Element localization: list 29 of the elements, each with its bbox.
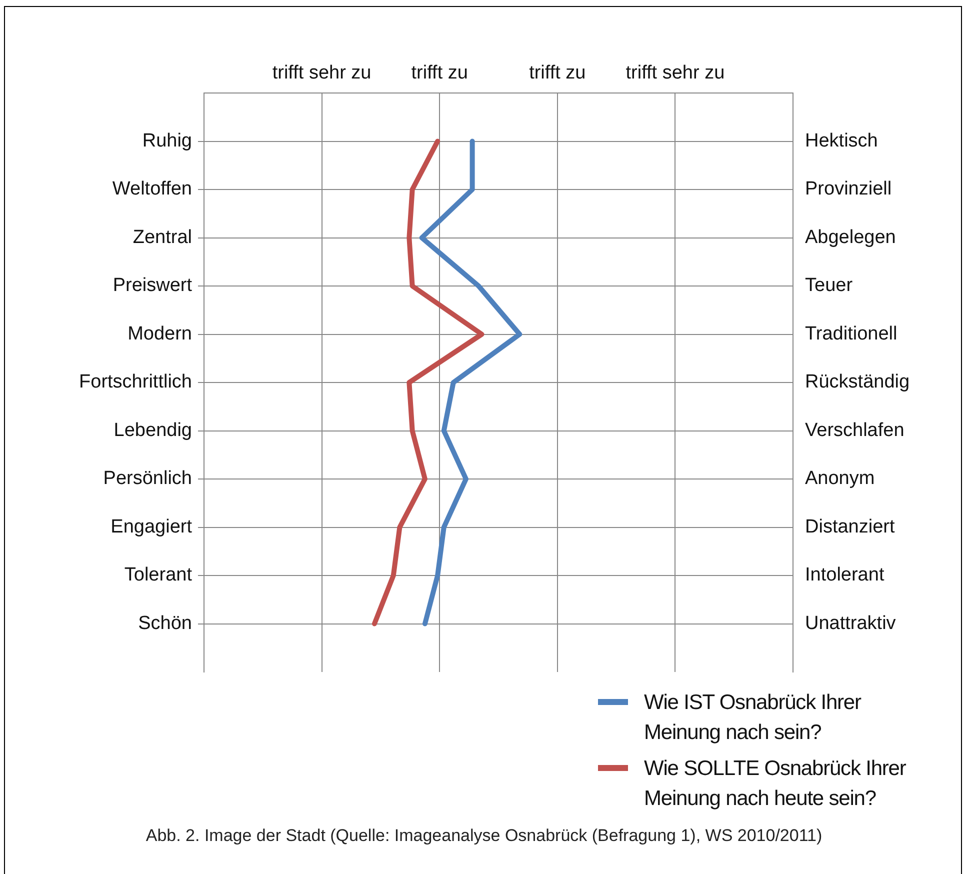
legend-label: Wie SOLLTE Osnabrück Ihrer Meinung nach heute sein? <box>644 756 907 812</box>
y-tick-label: Modern <box>128 323 192 344</box>
y-tick-label: Tolerant <box>124 564 193 586</box>
y-tick-label: Schön <box>138 612 192 634</box>
text: trifft sehr zu <box>272 62 372 84</box>
y2-tick-label: Unattraktiv <box>805 612 896 634</box>
y2-tick-label: Verschlafen <box>805 420 904 441</box>
legend-label: Wie IST Osnabrück Ihrer Meinung nach sein? <box>644 690 862 746</box>
text: trifft zu <box>529 62 586 84</box>
y2-tick-label: Intolerant <box>805 564 885 586</box>
y-tick-label: Persönlich <box>103 468 192 490</box>
y-tick-label: Zentral <box>132 226 192 248</box>
y-tick-label: Preiswert <box>112 275 193 296</box>
y2-tick-label: Abgelegen <box>805 226 896 248</box>
y2-tick-label: Provinziell <box>805 178 892 200</box>
y2-tick-label: Hektisch <box>805 130 878 152</box>
y2-tick-label: Rückständig <box>805 372 910 393</box>
text: trifft sehr zu <box>626 62 725 84</box>
y2-tick-label: Teuer <box>805 275 854 296</box>
y2-tick-label: Traditionell <box>805 323 898 344</box>
y-tick-label: Engagiert <box>110 516 193 538</box>
y-tick-label: Weltoffen <box>112 178 192 200</box>
y-tick-label: Lebendig <box>114 420 192 441</box>
y2-tick-label: Anonym <box>805 468 875 490</box>
caption: Abb. 2. Image der Stadt (Quelle: Imageanalyse Osnabrück (Befragung 1), WS 2010/2011) <box>144 826 824 846</box>
y2-tick-label: Distanziert <box>805 516 896 538</box>
y-tick-label: Fortschrittlich <box>79 372 192 393</box>
y-tick-label: Ruhig <box>142 130 192 152</box>
text: trifft zu <box>411 62 468 84</box>
